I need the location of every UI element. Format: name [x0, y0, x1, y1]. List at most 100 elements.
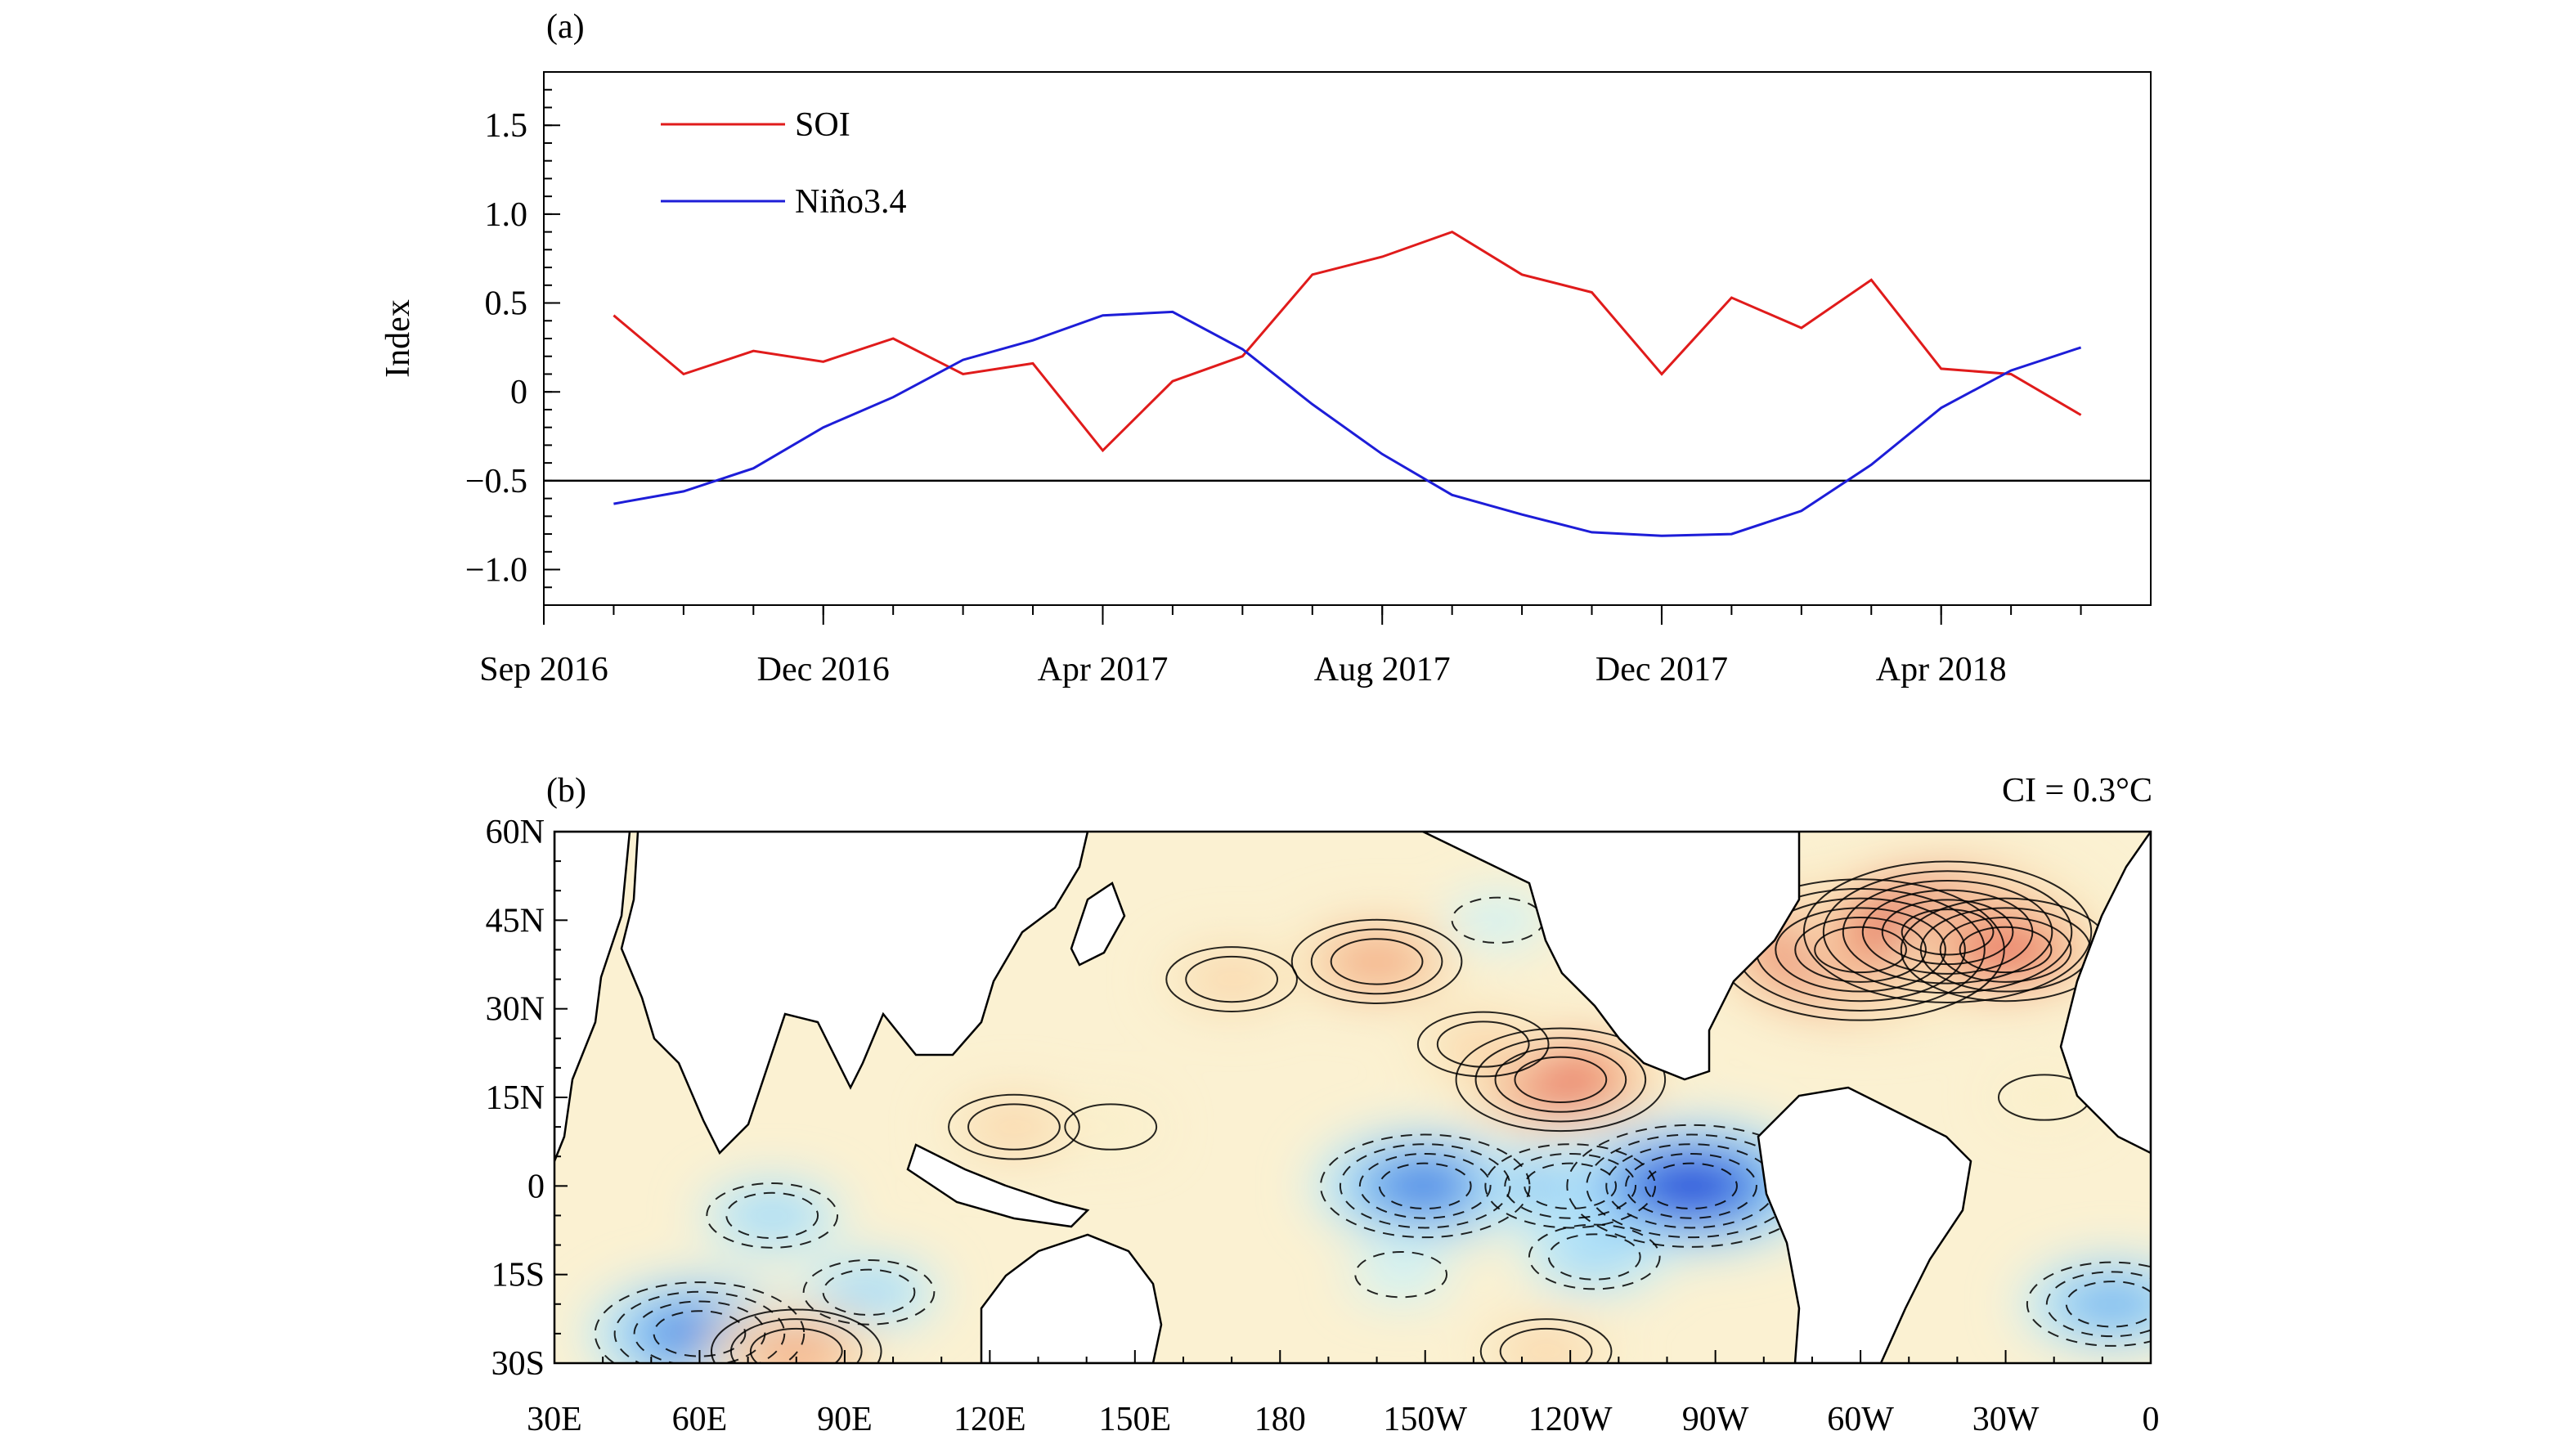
contour-ring [1514, 1056, 1608, 1104]
contour-ring [1484, 1143, 1656, 1229]
contour-ring [1959, 926, 2053, 974]
x-tick-label: Sep 2016 [479, 651, 608, 689]
anomaly-blob [1181, 953, 1283, 1005]
lon-tick-label: 180 [1254, 1401, 1306, 1438]
anomaly-blob [1350, 1249, 1452, 1300]
contour-ring [822, 1268, 916, 1317]
lat-tick-label: 15N [486, 1079, 545, 1117]
land-africa-west [2059, 832, 2151, 1155]
contour-ring [1290, 918, 1463, 1004]
contour-ring [653, 1310, 747, 1357]
contour-ring [1802, 860, 2093, 1004]
contour-ring [1479, 1318, 1613, 1363]
anomaly-blob [1543, 1231, 1645, 1282]
contour-interval-label: CI = 0.3°C [2002, 772, 2152, 810]
legend-label-soi: SOI [795, 106, 850, 144]
y-axis-label: Index [379, 299, 417, 378]
land-south-america [1757, 1086, 1972, 1363]
contour-ring [725, 1191, 819, 1240]
land-asia-india [620, 832, 1089, 1155]
contour-ring [1436, 1021, 1530, 1068]
contour-ring [1165, 946, 1298, 1012]
lon-tick-label: 60W [1827, 1401, 1894, 1438]
land-australia [980, 1233, 1163, 1363]
contour-ring [1494, 1046, 1627, 1113]
contour-ring [802, 1258, 936, 1326]
contour-ring [1775, 907, 1946, 993]
contour-ring [1814, 926, 1907, 974]
land-africa-arabia [554, 832, 631, 1162]
contour-ring [1625, 1152, 1757, 1219]
contour-ring [749, 1327, 843, 1363]
x-axis-ticks: Sep 2016 Dec 2016 Apr 2017 Aug 2017 Dec 2017… [479, 605, 2082, 689]
legend-label-nino34: Niño3.4 [795, 183, 907, 221]
lon-tick-label: 30E [527, 1401, 582, 1438]
contour-ring [1499, 1327, 1593, 1363]
anomaly-blob [963, 1101, 1066, 1152]
contour-ring [594, 1281, 806, 1363]
contour-ring [1524, 1162, 1618, 1210]
contour-ring [633, 1300, 766, 1363]
panel-b-label: (b) [546, 772, 586, 810]
anomaly-blob [1060, 1101, 1162, 1152]
y-tick-label: −0.5 [465, 463, 527, 500]
contour-ring [1185, 955, 1279, 1003]
contour-ring [1504, 1152, 1637, 1219]
land-masses [554, 832, 2151, 1363]
map-area [554, 832, 2151, 1363]
contour-ring [710, 1308, 882, 1363]
contour-ring [1547, 1233, 1641, 1281]
lon-tick-label: 90W [1682, 1401, 1749, 1438]
contour-ring [2065, 1281, 2151, 1328]
y-axis-ticks: 1.5 1.0 0.5 0 −0.5 −1.0 [465, 88, 560, 590]
series-line-soi [613, 230, 2082, 453]
contour-ring [1064, 1103, 1158, 1151]
contour-ring [1354, 1250, 1448, 1299]
lat-tick-label: 0 [527, 1168, 545, 1205]
lon-tick-label: 60E [672, 1401, 728, 1438]
lon-tick-label: 120W [1528, 1401, 1613, 1438]
contour-ring [1645, 1162, 1738, 1210]
contour-ring [1339, 1143, 1511, 1229]
anomaly-blob [818, 1267, 920, 1318]
panel-a-frame [543, 71, 2152, 606]
contour-ring [1378, 1162, 1472, 1210]
x-tick-label: Apr 2017 [1038, 651, 1169, 689]
lon-tick-label: 150W [1383, 1401, 1467, 1438]
contour-ring [729, 1318, 863, 1363]
contour-ring [1939, 917, 2072, 983]
anomaly-blob [721, 1190, 824, 1241]
contour-ring [948, 1093, 1080, 1160]
land-maritime-continent [906, 1143, 1090, 1228]
contour-ring [2026, 1261, 2151, 1347]
x-tick-label: Dec 2017 [1595, 651, 1728, 689]
lon-tick-label: 90E [817, 1401, 873, 1438]
lon-tick-label: 30W [1972, 1401, 2040, 1438]
lon-tick-label: 150E [1098, 1401, 1171, 1438]
anomaly-blob [1993, 1072, 2095, 1123]
y-tick-label: 1.0 [485, 196, 528, 234]
panel-a-timeseries: (a) Index 1.5 1.0 0.5 0 −0.5 −1.0 Sep 2016 Dec… [379, 8, 2152, 689]
contour-ring [1319, 1133, 1531, 1239]
y-tick-label: −1.0 [465, 552, 527, 590]
contour-ring [1528, 1223, 1661, 1290]
lat-tick-label: 30S [491, 1345, 545, 1383]
contour-ring [1901, 908, 1995, 956]
series-line-nino34 [613, 310, 2082, 537]
legend: SOI Niño3.4 [661, 106, 907, 221]
anomaly-blob [1954, 924, 2057, 976]
contour-ring [1416, 1011, 1550, 1078]
lat-tick-label: 45N [486, 902, 545, 940]
y-tick-label: 0 [510, 374, 527, 411]
anomaly-blob [2061, 1279, 2151, 1330]
contour-ring [1330, 938, 1424, 985]
lat-tick-label: 15S [491, 1257, 545, 1294]
lat-tick-label: 30N [486, 991, 545, 1029]
lat-tick-label: 60N [486, 814, 545, 851]
anomaly-blob [745, 1326, 847, 1363]
panel-a-label: (a) [546, 8, 585, 46]
contour-ring [1358, 1152, 1492, 1219]
anomaly-blob [1374, 1160, 1476, 1212]
map-lat-ticks: 60N 45N 30N 15N 0 15S 30S [486, 814, 568, 1383]
